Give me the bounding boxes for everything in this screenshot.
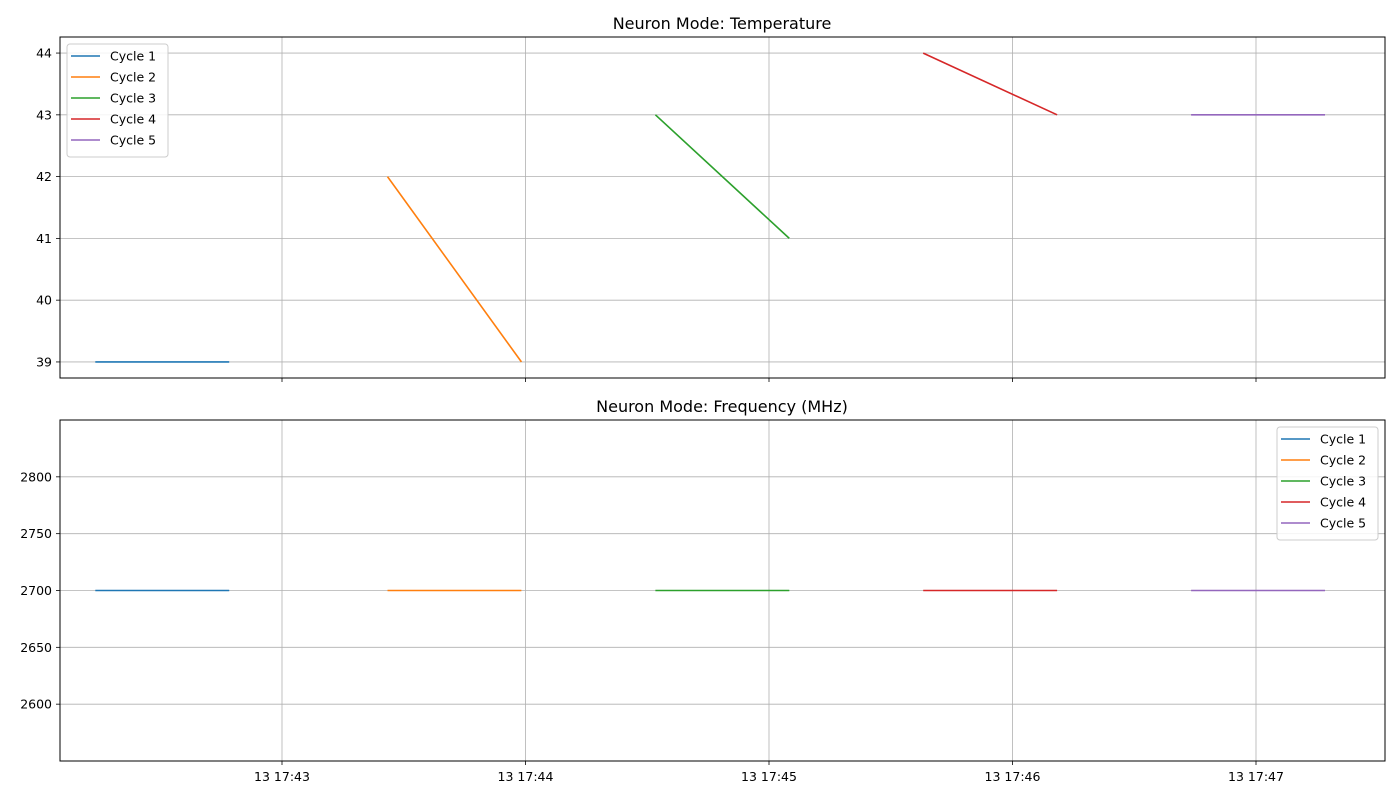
temperature-chart-title: Neuron Mode: Temperature (613, 14, 832, 33)
temperature-series-lines (95, 52, 1325, 363)
frequency-legend: Cycle 1 Cycle 2 Cycle 3 Cycle 4 Cycle 5 (1276, 426, 1379, 541)
temperature-legend: Cycle 1 Cycle 2 Cycle 3 Cycle 4 Cycle 5 (66, 43, 169, 158)
y-tick-label: 40 (36, 293, 52, 308)
temperature-axis-ticks: 39 40 41 42 43 44 (36, 46, 1257, 382)
y-tick-label: 39 (36, 354, 52, 369)
legend-box (1276, 426, 1379, 541)
y-tick-label: 41 (36, 231, 52, 246)
y-tick-label: 2800 (20, 469, 52, 484)
x-tick-label: 13 17:46 (985, 769, 1041, 784)
legend-label: Cycle 4 (1320, 495, 1366, 510)
frequency-subplot: Neuron Mode: Frequency (MHz) 13 17:43 13 … (20, 397, 1386, 784)
y-tick-label: 2650 (20, 640, 52, 655)
legend-label: Cycle 5 (110, 133, 156, 148)
legend-label: Cycle 3 (1320, 474, 1366, 489)
x-tick-label: 13 17:43 (254, 769, 310, 784)
y-tick-label: 42 (36, 169, 52, 184)
legend-box (66, 43, 169, 158)
temperature-plot-frame (59, 36, 1386, 379)
frequency-chart-title: Neuron Mode: Frequency (MHz) (596, 397, 848, 416)
legend-label: Cycle 2 (1320, 453, 1366, 468)
legend-label: Cycle 5 (1320, 516, 1366, 531)
frequency-axis-ticks: 13 17:43 13 17:44 13 17:45 13 17:46 13 17:47… (20, 469, 1284, 784)
legend-label: Cycle 3 (110, 91, 156, 106)
series-line-cycle-2 (386, 176, 523, 363)
x-tick-label: 13 17:44 (498, 769, 554, 784)
legend-label: Cycle 1 (1320, 432, 1366, 447)
y-tick-label: 44 (36, 46, 52, 61)
series-line-cycle-3 (654, 114, 790, 239)
x-tick-label: 13 17:45 (741, 769, 797, 784)
temperature-grid (60, 37, 1385, 378)
y-tick-label: 2600 (20, 697, 52, 712)
legend-label: Cycle 1 (110, 49, 156, 64)
legend-label: Cycle 2 (110, 70, 156, 85)
y-tick-label: 43 (36, 107, 52, 122)
y-tick-label: 2700 (20, 583, 52, 598)
x-tick-label: 13 17:47 (1228, 769, 1284, 784)
frequency-grid (60, 420, 1385, 761)
y-tick-label: 2750 (20, 526, 52, 541)
legend-label: Cycle 4 (110, 112, 156, 127)
series-line-cycle-4 (922, 52, 1058, 116)
temperature-subplot: Neuron Mode: Temperature 39 40 41 42 43 44 Cy… (36, 14, 1386, 382)
